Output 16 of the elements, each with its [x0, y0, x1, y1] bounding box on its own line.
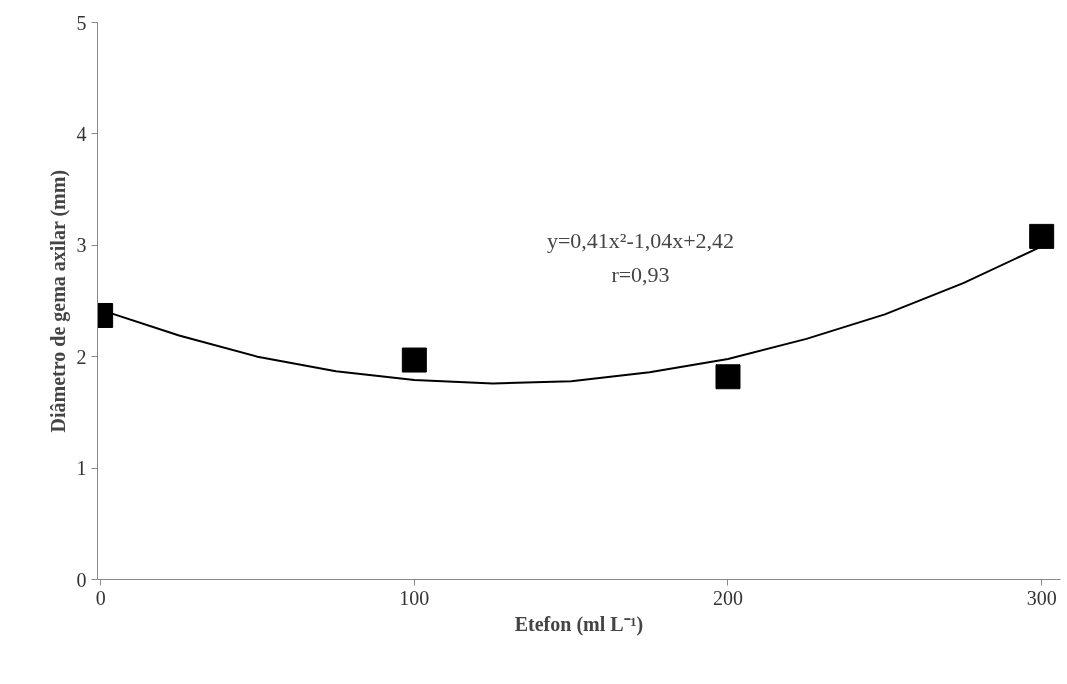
- x-tick-label: 200: [713, 586, 743, 609]
- y-tick-label: 1: [76, 457, 87, 480]
- x-tick-label: 100: [399, 586, 430, 609]
- y-tick-label: 4: [76, 122, 87, 145]
- annotation: y=0,41x²-1,04x+2,42: [546, 227, 735, 253]
- x-tick-label: 300: [1026, 586, 1057, 609]
- x-tick-label: 0: [95, 586, 106, 609]
- point: [1029, 223, 1055, 249]
- y-axis-title: Diâmetro de gema axilar (mm): [46, 169, 70, 433]
- y-tick-label: 5: [76, 11, 87, 34]
- y-tick-label: 3: [76, 234, 87, 257]
- point: [715, 364, 741, 390]
- y-tick-label: 2: [76, 345, 87, 368]
- y-tick-label: 0: [76, 568, 87, 591]
- annotation: r=0,93: [611, 261, 670, 287]
- x-axis-title: Etefon (ml L⁻¹): [514, 612, 644, 636]
